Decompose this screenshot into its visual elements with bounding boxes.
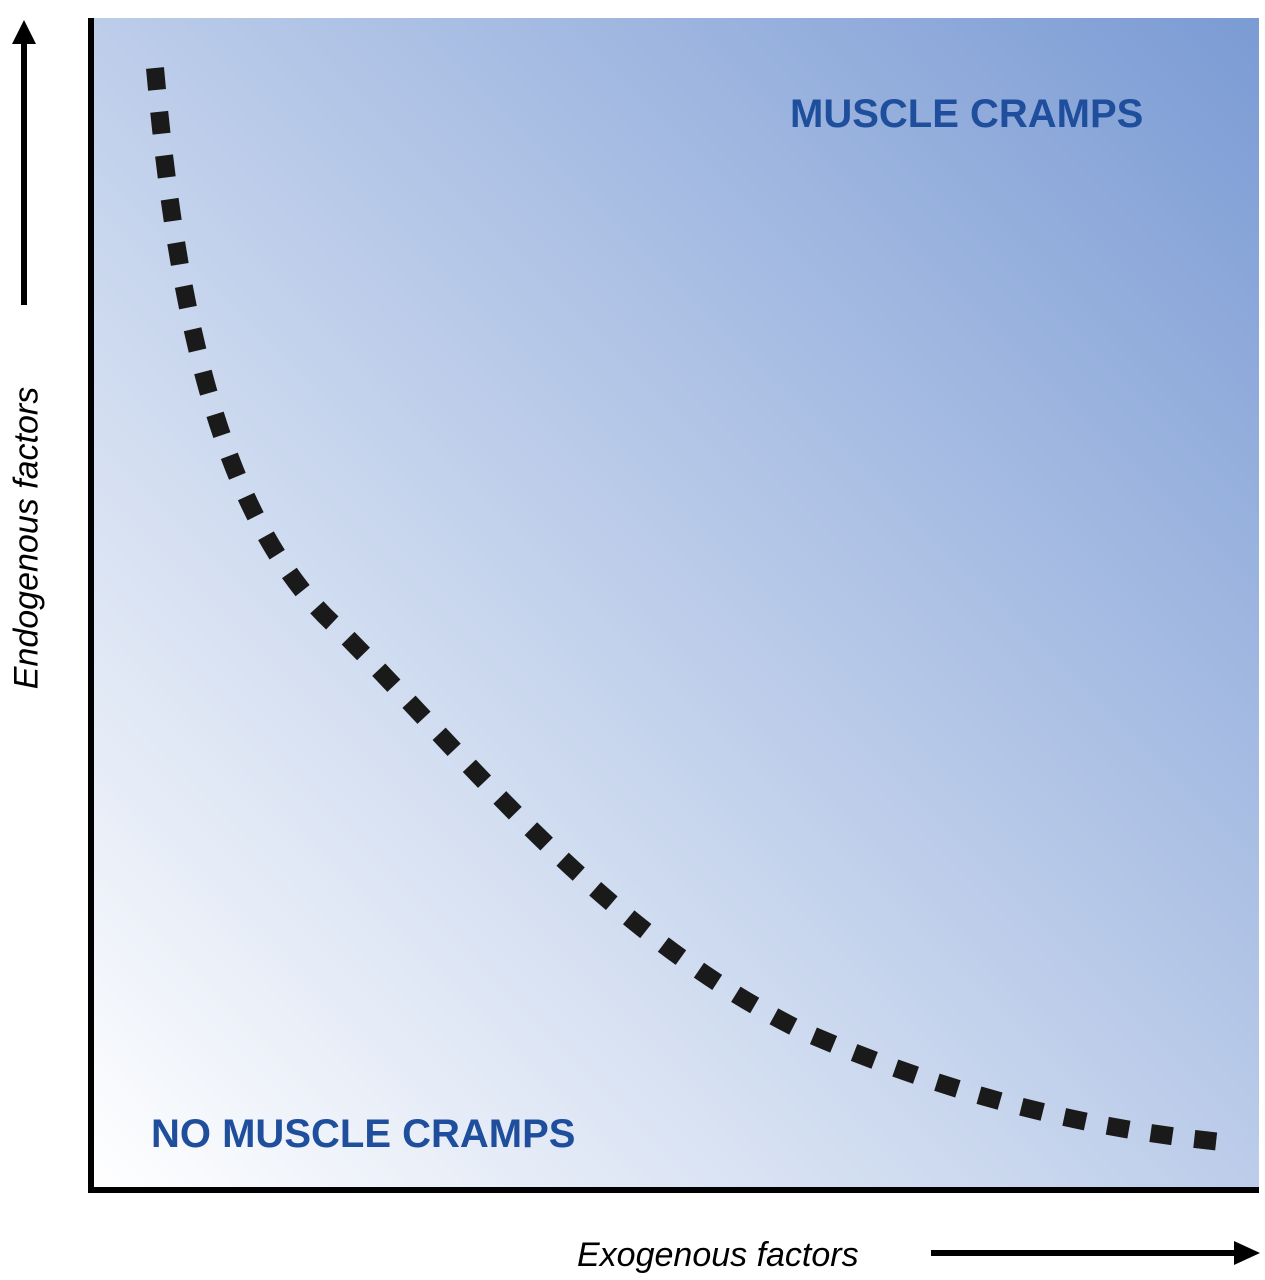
y-direction-arrow-icon: [12, 20, 36, 305]
x-axis-label: Exogenous factors: [577, 1236, 859, 1274]
region-label-no-muscle-cramps: NO MUSCLE CRAMPS: [151, 1112, 576, 1156]
x-direction-arrow-icon: [931, 1241, 1260, 1265]
region-label-muscle-cramps: MUSCLE CRAMPS: [790, 92, 1144, 136]
plot-area-gradient: [93, 18, 1259, 1191]
threshold-curve: [146, 67, 1223, 1151]
y-axis-label: Endogenous factors: [7, 386, 46, 690]
